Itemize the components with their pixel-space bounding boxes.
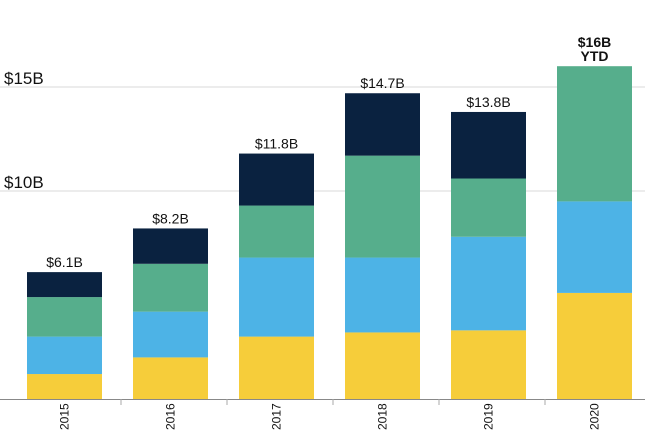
bar-2020-segment-3	[557, 66, 632, 202]
bar-2018-segment-4	[345, 93, 420, 156]
bar-2019-segment-1	[451, 330, 526, 399]
total-label-2016: $8.2B	[152, 210, 189, 226]
bar-2017-segment-1	[239, 336, 314, 399]
y-tick-label: $15B	[4, 69, 44, 88]
x-tick-label-2017: 2017	[270, 403, 284, 430]
bar-2017-segment-3	[239, 205, 314, 258]
bar-2018-segment-1	[345, 332, 420, 399]
x-tick-label-2018: 2018	[376, 403, 390, 430]
bar-2019-segment-4	[451, 111, 526, 179]
total-label-2020: YTD	[581, 48, 609, 64]
x-tick-label-2019: 2019	[482, 403, 496, 430]
grid-layer: $10B $15B	[0, 69, 645, 192]
x-axis: 2015 2016 2017 2018 2019 2020	[0, 399, 645, 430]
x-tick-label-2015: 2015	[58, 403, 72, 430]
x-tick-label-2016: 2016	[164, 403, 178, 430]
bars-layer	[27, 66, 632, 399]
bar-2018-segment-2	[345, 257, 420, 333]
bar-2020-segment-1	[557, 292, 632, 399]
bar-2020-segment-2	[557, 201, 632, 293]
bar-2019-segment-2	[451, 236, 526, 331]
x-tick-label-2020: 2020	[588, 403, 602, 430]
bar-2016-segment-2	[133, 311, 208, 358]
bar-2018-segment-3	[345, 155, 420, 258]
bar-2016-segment-4	[133, 228, 208, 264]
bar-2015-segment-3	[27, 297, 102, 337]
total-label-2017: $11.8B	[255, 136, 298, 152]
total-label-2019: $13.8B	[466, 94, 510, 110]
total-label-2020: $16B	[578, 34, 611, 50]
bar-2016-segment-3	[133, 263, 208, 312]
bar-2019-segment-3	[451, 178, 526, 237]
total-label-2018: $14.7B	[360, 75, 404, 91]
bar-2015-segment-2	[27, 336, 102, 375]
y-tick-label: $10B	[4, 173, 44, 192]
bar-2015-segment-4	[27, 272, 102, 298]
bar-2016-segment-1	[133, 357, 208, 399]
bar-2017-segment-4	[239, 153, 314, 206]
total-label-2015: $6.1B	[46, 254, 83, 270]
bar-2017-segment-2	[239, 257, 314, 337]
bar-2015-segment-1	[27, 374, 102, 399]
